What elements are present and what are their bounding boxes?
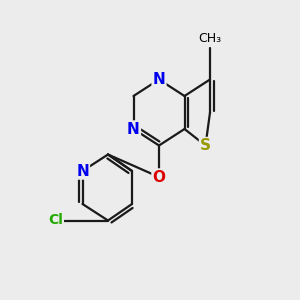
Text: O: O bbox=[152, 169, 166, 184]
Text: N: N bbox=[76, 164, 89, 178]
Text: N: N bbox=[153, 72, 165, 87]
Text: Cl: Cl bbox=[48, 214, 63, 227]
Text: N: N bbox=[127, 122, 140, 136]
Text: S: S bbox=[200, 138, 211, 153]
Text: CH₃: CH₃ bbox=[198, 32, 222, 45]
